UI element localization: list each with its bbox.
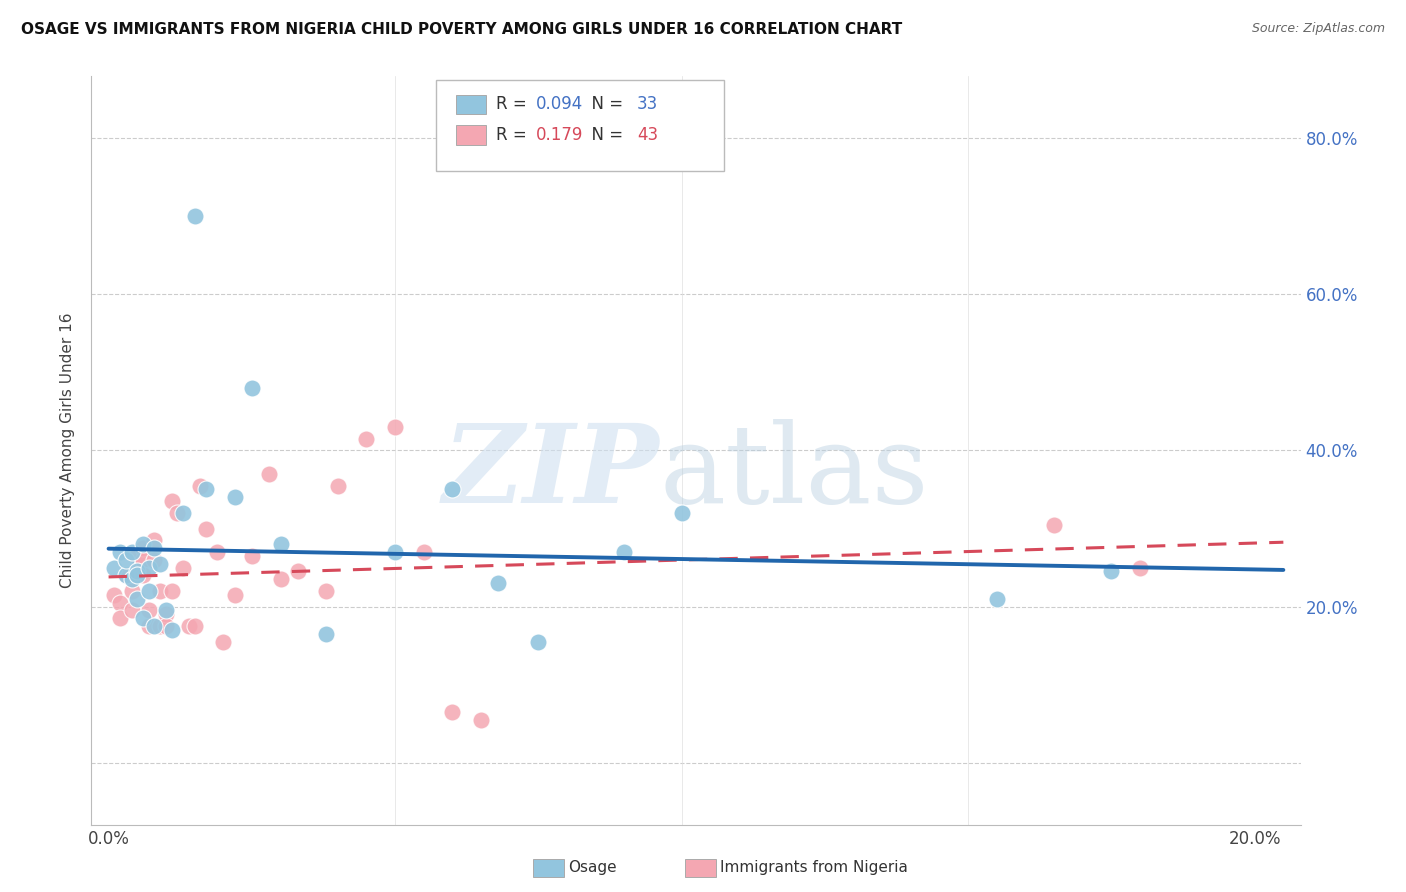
Point [114,552,136,567]
Point [188,478,211,492]
Point [412,545,434,559]
Point [143,552,166,567]
Text: N =: N = [581,95,628,113]
Point [470,713,492,727]
Point [613,545,636,559]
Text: OSAGE VS IMMIGRANTS FROM NIGERIA CHILD POVERTY AMONG GIRLS UNDER 16 CORRELATION : OSAGE VS IMMIGRANTS FROM NIGERIA CHILD P… [21,22,903,37]
Point [132,537,155,551]
Point [195,483,218,497]
Point [257,467,280,481]
Point [149,583,172,598]
Point [127,549,149,563]
Point [287,565,309,579]
Point [1099,565,1122,579]
Text: ZIP: ZIP [443,419,659,526]
Point [270,537,292,551]
Point [138,619,160,633]
Point [138,603,160,617]
Point [240,381,263,395]
Text: 0.094: 0.094 [536,95,583,113]
Point [326,478,349,492]
Point [1043,517,1066,532]
Point [132,568,155,582]
Point [384,420,406,434]
Point [160,494,183,508]
Point [143,541,166,555]
Point [114,568,136,582]
Point [132,611,155,625]
Point [441,483,464,497]
Point [160,623,183,637]
Text: Source: ZipAtlas.com: Source: ZipAtlas.com [1251,22,1385,36]
Text: Immigrants from Nigeria: Immigrants from Nigeria [720,860,908,874]
Point [183,209,205,223]
Point [315,627,337,641]
Y-axis label: Child Poverty Among Girls Under 16: Child Poverty Among Girls Under 16 [60,313,76,588]
Point [315,583,337,598]
Point [195,521,218,535]
Point [108,611,131,625]
Point [212,634,235,648]
Point [114,568,136,582]
Text: 33: 33 [637,95,658,113]
Point [986,591,1008,606]
Point [384,545,406,559]
Point [103,560,125,574]
Text: R =: R = [496,95,533,113]
Point [127,565,149,579]
Point [121,545,143,559]
Text: R =: R = [496,126,537,144]
Point [270,572,292,586]
Text: 0.179: 0.179 [536,126,583,144]
Point [224,588,246,602]
Text: 43: 43 [637,126,658,144]
Point [132,541,155,555]
Point [127,591,149,606]
Point [671,506,693,520]
Point [527,634,550,648]
Point [138,583,160,598]
Point [172,506,194,520]
Point [441,705,464,719]
Point [121,583,143,598]
Text: Osage: Osage [568,860,617,874]
Point [155,603,177,617]
Point [183,619,205,633]
Point [143,533,166,548]
Text: N =: N = [581,126,628,144]
Point [143,619,166,633]
Point [224,490,246,504]
Point [127,568,149,582]
Point [177,619,200,633]
Text: atlas: atlas [659,419,929,526]
Point [155,607,177,622]
Point [155,619,177,633]
Point [149,557,172,571]
Point [103,588,125,602]
Point [207,545,229,559]
Point [149,619,172,633]
Point [486,576,509,591]
Point [108,596,131,610]
Point [240,549,263,563]
Point [172,560,194,574]
Point [108,545,131,559]
Point [166,506,188,520]
Point [121,603,143,617]
Point [132,552,155,567]
Point [160,583,183,598]
Point [356,432,378,446]
Point [1129,560,1152,574]
Point [121,572,143,586]
Point [138,560,160,574]
Point [127,565,149,579]
